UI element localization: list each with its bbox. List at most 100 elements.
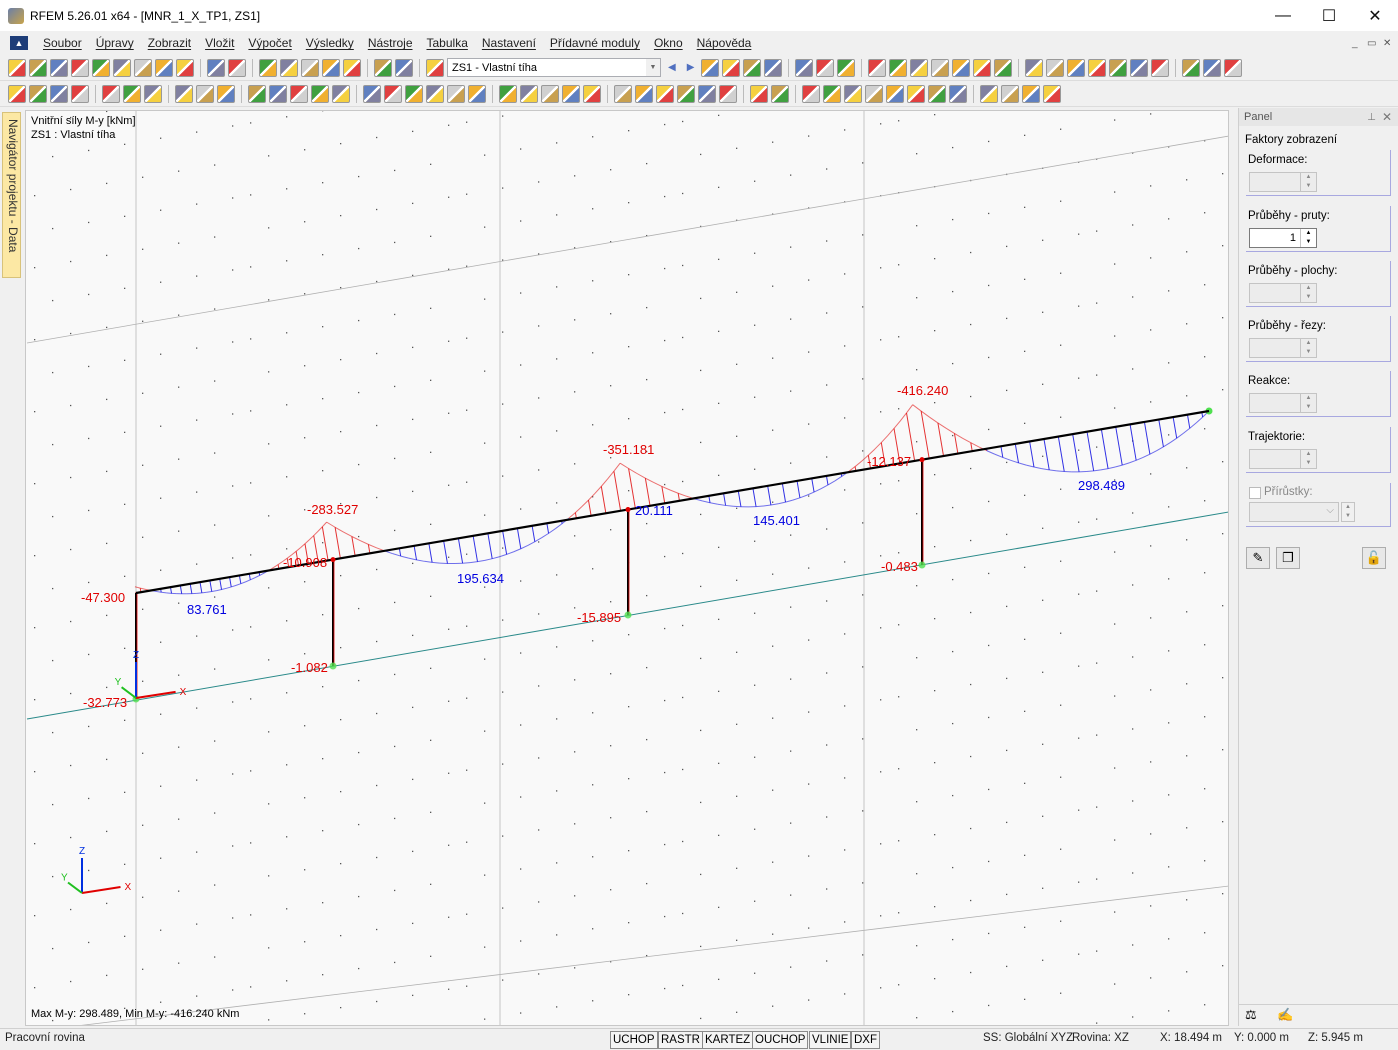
toolbar-icon[interactable] xyxy=(931,58,950,77)
toolbar-icon[interactable] xyxy=(228,58,246,77)
factor-spinner[interactable]: ▲ ▼ xyxy=(1249,393,1317,413)
toolbar-icon[interactable] xyxy=(447,84,465,103)
toolbar-icon[interactable] xyxy=(1001,84,1019,103)
toggle-vlinie[interactable]: VLINIE xyxy=(809,1031,852,1049)
toolbar-icon[interactable] xyxy=(952,58,971,77)
toolbar-icon[interactable] xyxy=(541,84,559,103)
toolbar-icon[interactable] xyxy=(332,84,350,103)
toggle-kartez[interactable]: KARTEZ xyxy=(702,1031,754,1049)
menu-6[interactable]: Nástroje xyxy=(367,36,413,50)
graphics-viewport[interactable]: -47.300 -32.773 83.761 -283.527 -10.908 -1.08… xyxy=(25,110,1229,1026)
toolbar-icon[interactable] xyxy=(144,84,162,103)
toolbar-icon[interactable] xyxy=(311,84,329,103)
menu-1[interactable]: Úpravy xyxy=(95,36,134,50)
toolbar-icon[interactable] xyxy=(764,58,783,77)
factor-spinner[interactable]: ▲ ▼ xyxy=(1249,338,1317,358)
toggle-ouchop[interactable]: OUCHOP xyxy=(752,1031,809,1049)
toolbar-icon[interactable] xyxy=(1043,84,1061,103)
toolbar-icon[interactable] xyxy=(701,58,720,77)
toolbar-icon[interactable] xyxy=(113,58,131,77)
factor-spinner[interactable]: ▲ ▼ xyxy=(1249,283,1317,303)
toolbar-icon[interactable] xyxy=(562,84,580,103)
mdi-close-icon[interactable]: ✕ xyxy=(1383,38,1392,49)
toolbar-icon[interactable] xyxy=(583,84,601,103)
toolbar-icon[interactable] xyxy=(50,58,68,77)
toolbar-icon[interactable] xyxy=(973,58,992,77)
toolbar-icon[interactable] xyxy=(1224,58,1243,77)
toggle-rastr[interactable]: RASTR xyxy=(658,1031,703,1049)
toolbar-icon[interactable] xyxy=(844,84,862,103)
toolbar-icon[interactable] xyxy=(259,58,277,77)
toolbar-icon[interactable] xyxy=(468,84,486,103)
toolbar-icon[interactable] xyxy=(426,84,444,103)
model-view[interactable]: -47.300 -32.773 83.761 -283.527 -10.908 -1.08… xyxy=(26,111,1229,1026)
toolbar-icon[interactable] xyxy=(614,84,632,103)
factor-spinner[interactable]: 1 ▲ ▼ xyxy=(1249,228,1317,248)
toolbar-icon[interactable] xyxy=(176,58,194,77)
toolbar-icon[interactable] xyxy=(816,58,835,77)
toolbar-icon[interactable] xyxy=(719,84,737,103)
mdi-restore-icon[interactable]: ▭ xyxy=(1367,38,1377,49)
toolbar-icon[interactable] xyxy=(395,58,413,77)
toolbar-icon[interactable] xyxy=(102,84,120,103)
toolbar-icon[interactable] xyxy=(384,84,402,103)
spinner-arrows-icon[interactable]: ▲ ▼ xyxy=(1300,284,1316,302)
toolbar-icon[interactable] xyxy=(994,58,1013,77)
toolbar-icon[interactable] xyxy=(1022,84,1040,103)
toolbar-icon[interactable] xyxy=(520,84,538,103)
toolbar-icon[interactable] xyxy=(175,84,193,103)
toolbar-icon[interactable] xyxy=(1130,58,1149,77)
toolbar-icon[interactable] xyxy=(290,84,308,103)
factor-spinner[interactable]: ▲ ▼ xyxy=(1249,172,1317,192)
toolbar-icon[interactable] xyxy=(980,84,998,103)
spinner-arrows-icon[interactable]: ▲ ▼ xyxy=(1300,173,1316,191)
menu-7[interactable]: Tabulka xyxy=(426,36,468,50)
toolbar-icon[interactable] xyxy=(301,58,319,77)
toolbar-icon[interactable] xyxy=(134,58,152,77)
copy-icon[interactable]: ❐ xyxy=(1276,547,1300,569)
menu-8[interactable]: Nastavení xyxy=(481,36,536,50)
close-button[interactable]: ✕ xyxy=(1368,7,1382,25)
mdi-minimize-icon[interactable]: _ xyxy=(1352,38,1358,49)
menu-0[interactable]: Soubor xyxy=(43,36,82,50)
pin-icon[interactable]: ⊥ xyxy=(1367,111,1376,123)
menu-9[interactable]: Přídavné moduly xyxy=(549,36,640,50)
toolbar-icon[interactable] xyxy=(50,84,68,103)
navigator-tab[interactable]: Navigátor projektu - Data xyxy=(2,112,21,278)
toolbar-icon[interactable] xyxy=(405,84,423,103)
toolbar-icon[interactable] xyxy=(8,84,26,103)
minimize-button[interactable]: — xyxy=(1275,6,1291,24)
toolbar-icon[interactable] xyxy=(363,84,381,103)
toolbar-icon[interactable] xyxy=(426,58,444,77)
toolbar-icon[interactable] xyxy=(1151,58,1170,77)
toolbar-icon[interactable] xyxy=(698,84,716,103)
increments-spinner[interactable]: ▲ ▼ xyxy=(1341,502,1355,522)
toolbar-icon[interactable] xyxy=(499,84,517,103)
toolbar-icon[interactable] xyxy=(949,84,967,103)
toolbar-icon[interactable] xyxy=(635,84,653,103)
toolbar-icon[interactable] xyxy=(1203,58,1222,77)
toolbar-icon[interactable] xyxy=(1088,58,1107,77)
toggle-uchop[interactable]: UCHOP xyxy=(610,1031,658,1049)
toolbar-icon[interactable] xyxy=(722,58,741,77)
increments-checkbox[interactable] xyxy=(1249,487,1261,499)
toolbar-icon[interactable] xyxy=(343,58,361,77)
panel-close-icon[interactable]: ✕ xyxy=(1381,110,1392,124)
toolbar-icon[interactable] xyxy=(280,58,298,77)
toolbar-icon[interactable] xyxy=(207,58,225,77)
toolbar-icon[interactable] xyxy=(656,84,674,103)
menu-5[interactable]: Výsledky xyxy=(305,36,354,50)
toolbar-icon[interactable] xyxy=(886,84,904,103)
toolbar-icon[interactable] xyxy=(1067,58,1086,77)
menu-11[interactable]: Nápověda xyxy=(696,36,752,50)
increments-dropdown[interactable]: ⌵ xyxy=(1249,502,1339,522)
toolbar-icon[interactable] xyxy=(889,58,908,77)
toolbar-icon[interactable] xyxy=(1109,58,1128,77)
prev-load-case-icon[interactable]: ◀ xyxy=(668,62,676,73)
toolbar-icon[interactable] xyxy=(868,58,887,77)
toolbar-icon[interactable] xyxy=(155,58,173,77)
load-case-dropdown[interactable]: ZS1 - Vlastní tíha ▼ xyxy=(447,58,661,77)
toolbar-icon[interactable] xyxy=(823,84,841,103)
toggle-dxf[interactable]: DXF xyxy=(851,1031,880,1049)
toolbar-icon[interactable] xyxy=(196,84,214,103)
